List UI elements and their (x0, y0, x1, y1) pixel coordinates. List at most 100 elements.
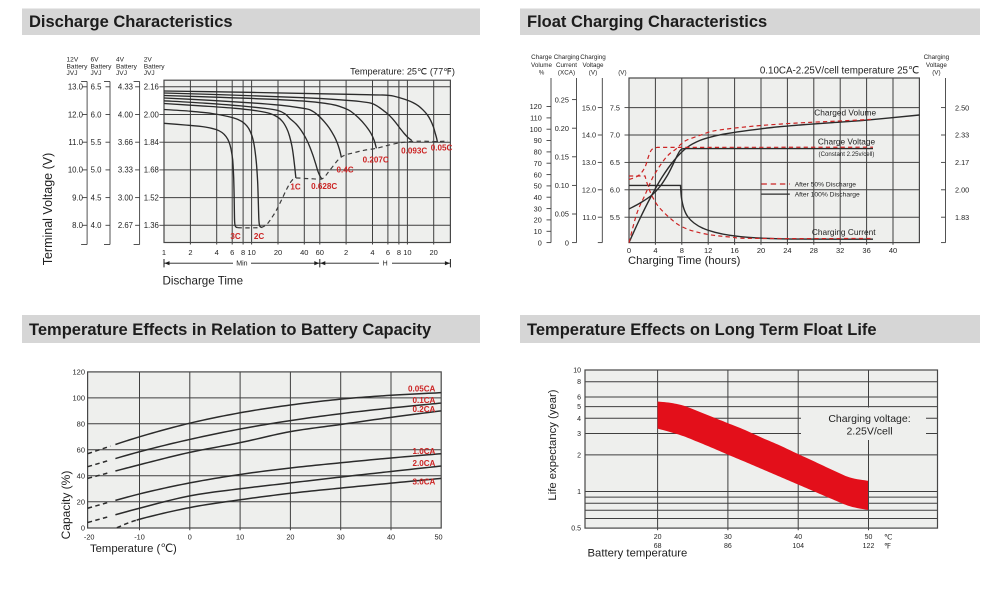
svg-text:28: 28 (810, 246, 818, 255)
svg-text:Charging Current: Charging Current (812, 227, 876, 237)
svg-text:2.67: 2.67 (118, 221, 133, 230)
svg-text:Temperature Effects on Long Te: Temperature Effects on Long Term Float L… (527, 321, 877, 339)
svg-text:8.0: 8.0 (72, 221, 84, 230)
svg-text:1.36: 1.36 (144, 221, 159, 230)
svg-text:0.10: 0.10 (555, 181, 569, 190)
svg-text:-20: -20 (84, 533, 95, 542)
svg-text:4V: 4V (116, 56, 125, 63)
svg-text:2.33: 2.33 (955, 131, 969, 140)
svg-text:Discharge Characteristics: Discharge Characteristics (29, 13, 233, 31)
svg-text:30: 30 (724, 534, 732, 541)
svg-text:10.0: 10.0 (68, 166, 84, 175)
svg-text:Battery: Battery (144, 63, 166, 70)
svg-text:Temperature: 25℃ (77℉): Temperature: 25℃ (77℉) (350, 67, 455, 77)
svg-text:1C: 1C (290, 183, 301, 192)
svg-text:3.66: 3.66 (118, 138, 133, 147)
svg-text:JVJ: JVJ (144, 70, 155, 77)
svg-text:13.0: 13.0 (582, 158, 596, 167)
svg-text:(XCA): (XCA) (558, 69, 575, 76)
svg-text:1: 1 (577, 489, 581, 496)
svg-text:0.207C: 0.207C (363, 156, 389, 165)
svg-text:JVJ: JVJ (91, 70, 102, 77)
svg-text:0: 0 (188, 533, 192, 542)
svg-text:(V): (V) (618, 69, 626, 76)
svg-text:50: 50 (434, 533, 442, 542)
svg-text:60: 60 (534, 170, 542, 179)
svg-text:36: 36 (862, 246, 870, 255)
svg-text:50: 50 (534, 182, 542, 191)
svg-text:20: 20 (654, 534, 662, 541)
svg-text:0: 0 (538, 238, 542, 247)
svg-text:68: 68 (654, 543, 662, 550)
svg-text:(V): (V) (589, 69, 597, 76)
svg-text:4.0: 4.0 (91, 221, 103, 230)
svg-text:1.52: 1.52 (144, 193, 159, 202)
svg-text:120: 120 (530, 102, 542, 111)
svg-text:4.00: 4.00 (118, 110, 134, 119)
svg-text:30: 30 (534, 204, 542, 213)
svg-text:6: 6 (230, 248, 234, 257)
svg-text:5.5: 5.5 (610, 213, 620, 222)
svg-text:0.05: 0.05 (555, 210, 569, 219)
svg-text:0: 0 (627, 246, 631, 255)
svg-text:2: 2 (188, 248, 192, 257)
svg-text:3C: 3C (230, 232, 241, 241)
svg-text:3: 3 (577, 431, 581, 438)
svg-text:0.1CA: 0.1CA (412, 396, 435, 405)
svg-text:4.5: 4.5 (91, 193, 103, 202)
svg-text:Battery: Battery (116, 63, 138, 70)
svg-text:Battery: Battery (67, 63, 89, 70)
svg-text:2.16: 2.16 (144, 83, 159, 92)
svg-text:80: 80 (534, 148, 542, 157)
svg-text:40: 40 (534, 193, 542, 202)
svg-text:4: 4 (653, 246, 657, 255)
svg-text:12V: 12V (67, 56, 79, 63)
svg-text:120: 120 (72, 368, 85, 377)
svg-text:10: 10 (534, 227, 542, 236)
svg-text:60: 60 (77, 446, 85, 455)
svg-text:Charge: Charge (531, 54, 552, 61)
svg-text:15.0: 15.0 (582, 103, 596, 112)
svg-text:60: 60 (316, 248, 324, 257)
svg-text:3.00: 3.00 (118, 193, 134, 202)
svg-text:13.0: 13.0 (68, 83, 84, 92)
svg-text:4: 4 (370, 248, 374, 257)
svg-text:Charging Time (hours): Charging Time (hours) (628, 255, 741, 267)
svg-text:10: 10 (403, 248, 411, 257)
svg-text:(V): (V) (932, 69, 940, 76)
svg-text:6.5: 6.5 (91, 83, 103, 92)
svg-text:2: 2 (577, 453, 581, 460)
svg-text:0.10CA-2.25V/cell temperature: 0.10CA-2.25V/cell temperature 25℃ (760, 66, 919, 77)
svg-text:80: 80 (77, 420, 85, 429)
svg-text:H: H (383, 261, 388, 268)
svg-text:12.0: 12.0 (68, 110, 84, 119)
svg-text:110: 110 (530, 114, 542, 123)
svg-text:100: 100 (530, 125, 542, 134)
svg-text:3.33: 3.33 (118, 166, 133, 175)
svg-text:6: 6 (386, 248, 390, 257)
svg-text:6: 6 (577, 394, 581, 401)
svg-text:0.05CA: 0.05CA (408, 385, 436, 394)
svg-text:10: 10 (236, 533, 244, 542)
svg-text:6.0: 6.0 (91, 110, 103, 119)
svg-text:40: 40 (387, 533, 395, 542)
svg-text:Temperature (℃): Temperature (℃) (90, 543, 177, 555)
svg-text:%: % (539, 69, 545, 76)
svg-text:4: 4 (577, 416, 581, 423)
svg-text:5: 5 (577, 404, 581, 411)
svg-text:40: 40 (794, 534, 802, 541)
svg-text:122: 122 (863, 543, 875, 550)
svg-text:Terminal Voltage (V): Terminal Voltage (V) (41, 153, 55, 266)
svg-text:24: 24 (783, 246, 791, 255)
svg-text:Temperature Effects in Relatio: Temperature Effects in Relation to Batte… (29, 321, 432, 339)
svg-text:1: 1 (162, 248, 166, 257)
svg-text:Min: Min (236, 261, 247, 268)
svg-text:7.5: 7.5 (610, 103, 620, 112)
svg-text:Float Charging Characteristics: Float Charging Characteristics (527, 13, 767, 31)
svg-text:2C: 2C (254, 232, 265, 241)
svg-text:100: 100 (72, 394, 85, 403)
svg-text:32: 32 (836, 246, 844, 255)
svg-text:Charged Volume: Charged Volume (814, 108, 876, 118)
svg-text:9.0: 9.0 (72, 193, 84, 202)
svg-text:20: 20 (77, 497, 85, 506)
